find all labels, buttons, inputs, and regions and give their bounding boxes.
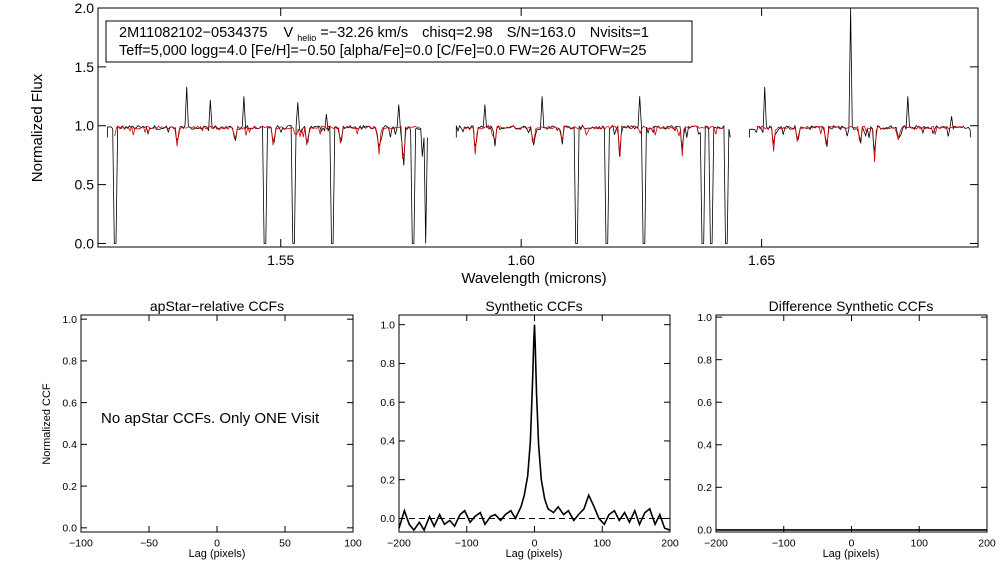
difference-ytick-label: 1.0 [697,312,712,324]
synthetic-xtick-label: 0 [532,538,538,550]
apstar-xtick-label: 50 [279,538,291,550]
synthetic-ticks: −200 −100 0 100 200 0.0 0.2 0.4 0.6 0.8 1.0 [380,315,679,550]
apstar-ytick-label: 0.6 [62,397,77,409]
apstar-xlabel: Lag (pixels) [189,548,246,560]
spectrum-xlabel: Wavelength (microns) [461,270,606,287]
difference-title: Difference Synthetic CCFs [769,298,934,314]
apstar-xtick-label: −100 [69,538,93,550]
spectrum-ytick-label: 1.5 [75,59,95,75]
info-star: 2M11082102−0534375 [119,25,268,41]
info-line-1: 2M11082102−0534375 V helio =−32.26 km/s … [119,25,649,45]
synthetic-ytick-label: 0.4 [380,436,395,448]
spectrum-xtick-label: 1.65 [748,252,775,268]
apstar-panel: apStar−relative CCFs −100 −50 0 50 100 0.0 0.2… [41,298,362,560]
info-snr: S/N=163.0 [507,25,576,41]
info-nvisits: Nvisits=1 [590,25,649,41]
spectrum-ytick-label: 0.0 [75,235,95,251]
apstar-ticks: −100 −50 0 50 100 0.0 0.2 0.4 0.6 0.8 1.0 [62,314,362,550]
synthetic-xtick-label: 200 [661,538,679,550]
difference-panel: Difference Synthetic CCFs −200 −100 0 100 20… [697,298,996,560]
spectrum-xtick-label: 1.55 [267,252,294,268]
apstar-xtick-label: −50 [140,538,158,550]
apstar-ytick-label: 0.2 [62,481,77,493]
apstar-ytick-label: 0.0 [62,523,77,535]
synthetic-xtick-label: −100 [455,538,479,550]
spectrum-lines [107,7,972,244]
spectrum-xtick-label: 1.60 [508,252,535,268]
info-vhelio-v: V [284,25,294,41]
difference-frame [715,314,988,533]
difference-xtick-label: 0 [849,538,855,550]
spectrum-panel: 1.55 1.60 1.65 0.0 0.5 1.0 1.5 2.0 Wavelength (… [29,0,979,287]
spectrum-ytick-label: 1.0 [75,118,95,134]
synthetic-panel: Synthetic CCFs −200 −100 0 100 200 0.0 0.2 0.4 0… [380,298,679,560]
spectrum-ytick-label: 2.0 [75,0,95,16]
difference-xtick-label: 200 [978,538,996,550]
difference-ytick-label: 0.0 [697,525,712,537]
spectrum-ylabel: Normalized Flux [29,73,46,182]
synthetic-ccf-line [398,324,671,532]
apstar-ylabel: Normalized CCF [41,383,53,465]
synthetic-ytick-label: 0.6 [380,397,395,409]
observed-spectrum-segment [107,86,428,244]
observed-spectrum-segment [455,96,731,244]
model-spectrum-segment [463,125,723,157]
synthetic-title: Synthetic CCFs [485,298,582,314]
info-vhelio-sub: helio [297,33,316,43]
apstar-xtick-label: 0 [214,538,220,550]
synthetic-xlabel: Lag (pixels) [506,548,563,560]
apstar-ytick-label: 0.4 [62,439,77,451]
synthetic-xtick-label: 100 [593,538,611,550]
difference-xlabel: Lag (pixels) [823,548,880,560]
difference-ticks: −200 −100 0 100 200 0.0 0.2 0.4 0.6 0.8 1.0 [697,312,996,550]
difference-ytick-label: 0.2 [697,482,712,494]
synthetic-ytick-label: 0.0 [380,513,395,525]
info-box [105,20,693,63]
difference-ytick-label: 0.8 [697,354,712,366]
apstar-message: No apStar CCFs. Only ONE Visit [101,410,320,427]
observed-spectrum-segment [749,7,972,154]
info-line-2: Teff=5,000 logg=4.0 [Fe/H]=−0.50 [alpha/… [119,43,646,59]
spectrum-ticks: 1.55 1.60 1.65 0.0 0.5 1.0 1.5 2.0 [75,0,978,268]
difference-ytick-label: 0.6 [697,397,712,409]
spectrum-frame [97,7,979,248]
spectrum-ytick-label: 0.5 [75,177,95,193]
synthetic-ytick-label: 0.2 [380,474,395,486]
difference-xtick-label: 100 [910,538,928,550]
model-spectrum-segment [114,125,420,159]
apstar-ytick-label: 1.0 [62,314,77,326]
apstar-title: apStar−relative CCFs [150,298,284,314]
synthetic-xtick-label: −200 [387,538,411,550]
info-vhelio-value: =−32.26 km/s [320,25,408,41]
info-chisq: chisq=2.98 [422,25,493,41]
difference-xtick-label: −100 [772,538,796,550]
synthetic-ytick-label: 1.0 [380,319,395,331]
synthetic-ytick-label: 0.8 [380,358,395,370]
apstar-ytick-label: 0.8 [62,356,77,368]
apstar-xtick-label: 100 [344,538,362,550]
model-spectrum-segment [756,125,963,163]
difference-xtick-label: −200 [704,538,728,550]
difference-ytick-label: 0.4 [697,439,712,451]
